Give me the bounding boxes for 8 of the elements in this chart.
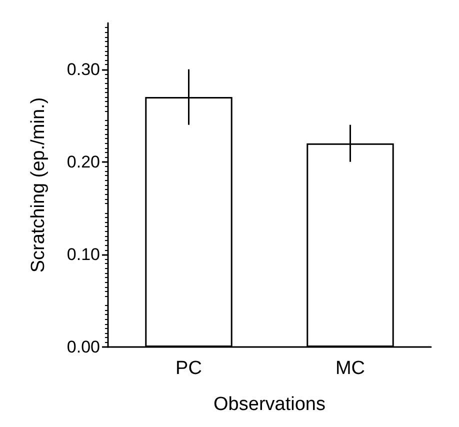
y-tick-label: 0.10	[66, 244, 100, 264]
x-tick-label: MC	[335, 358, 366, 379]
y-tick-label: 0.20	[66, 152, 100, 172]
x-axis-title: Observations	[214, 394, 326, 415]
x-tick-label: PC	[176, 358, 202, 379]
y-axis-title: Scratching (ep./min.)	[28, 97, 49, 273]
y-tick-label: 0.00	[66, 338, 100, 356]
y-tick-label: 0.30	[66, 60, 100, 79]
